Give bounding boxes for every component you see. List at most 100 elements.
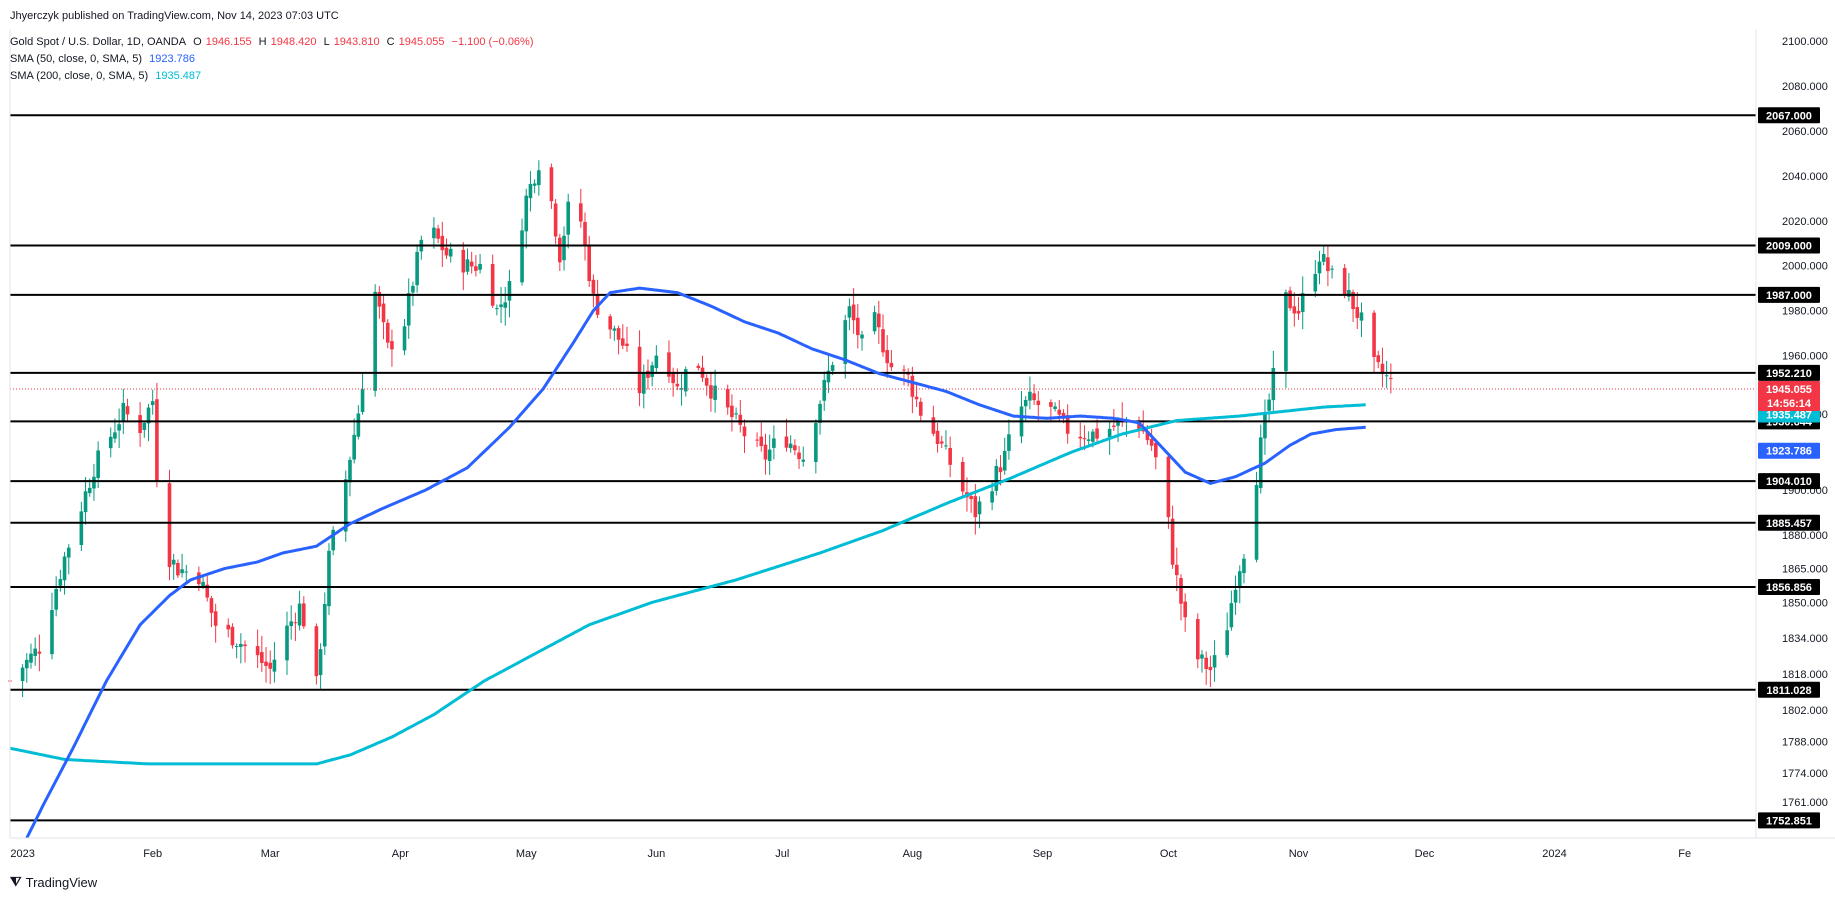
candle-body <box>381 303 386 323</box>
candle-body <box>763 444 768 460</box>
candle-body <box>679 388 684 390</box>
candle-body <box>667 352 671 377</box>
level-price-tag: 1952.210 <box>1766 368 1812 380</box>
level-price-tag-bg <box>1758 107 1820 124</box>
candle-body <box>461 249 466 273</box>
candle-body <box>1183 601 1187 618</box>
candle-body <box>822 379 827 401</box>
low-label: L <box>323 36 330 48</box>
y-tick-label: 2100.000 <box>1782 36 1828 48</box>
candle-body <box>1061 412 1066 416</box>
candle-body <box>495 308 499 310</box>
candle-body <box>872 312 877 332</box>
candle-body <box>1242 558 1246 574</box>
candle-body <box>591 279 596 294</box>
candle-body <box>1082 438 1087 440</box>
candle-body <box>1237 571 1242 587</box>
candle-body <box>654 355 659 369</box>
y-tick-label: 1834.000 <box>1782 633 1828 645</box>
candle-body <box>734 413 738 415</box>
candle-body <box>889 362 894 368</box>
level-price-tag: 2009.000 <box>1766 240 1812 252</box>
level-price-tag-bg <box>1758 681 1820 698</box>
candle-body <box>558 237 562 263</box>
candle-body <box>856 317 860 336</box>
y-tick-label: 2000.000 <box>1782 261 1828 273</box>
candle-body <box>503 302 508 308</box>
candle-body <box>243 644 247 647</box>
candle-body <box>847 306 852 318</box>
tradingview-footer[interactable]: ⧨ TradingView <box>10 874 97 890</box>
level-price-tag-bg <box>1758 237 1820 254</box>
candle-body <box>759 436 764 447</box>
candle-body <box>29 653 33 663</box>
candle-body <box>1095 428 1099 439</box>
current-price-tag-bg <box>1758 380 1820 411</box>
candle-body <box>348 459 352 483</box>
sma200-price-tag: 1935.487 <box>1766 409 1812 421</box>
candle-body <box>415 251 419 286</box>
candle-body <box>499 304 503 307</box>
candle-body <box>1028 391 1032 401</box>
low-value: L 1943.810 <box>324 36 380 48</box>
candle-body <box>1313 273 1318 292</box>
candle-body <box>1229 603 1234 628</box>
candle-body <box>742 426 747 437</box>
level-price-tag: 1904.010 <box>1766 476 1812 488</box>
candle-body <box>902 369 906 371</box>
candle-body <box>1032 393 1036 401</box>
candle-body <box>1137 421 1141 431</box>
candle-body <box>327 550 331 607</box>
candle-body <box>843 320 848 364</box>
candle-body <box>1389 377 1393 379</box>
candle-body <box>625 343 629 347</box>
candle-body <box>797 452 801 460</box>
x-tick-label: Feb <box>143 848 162 860</box>
candle-body <box>92 476 96 489</box>
x-tick-label: Jul <box>775 848 789 860</box>
y-tick-label: 1980.000 <box>1782 306 1828 318</box>
sma50-legend[interactable]: SMA (50, close, 0, SMA, 5) 1923.786 <box>10 52 199 66</box>
candle-body <box>1174 564 1179 576</box>
candle-body <box>373 291 377 391</box>
candle-body <box>117 424 121 431</box>
candle-body <box>520 230 524 283</box>
candle-body <box>696 365 701 369</box>
candle-body <box>390 341 394 350</box>
candle-body <box>914 396 919 400</box>
candle-body <box>704 377 709 386</box>
candle-body <box>1145 431 1150 441</box>
candle-body <box>1204 657 1208 669</box>
y-tick-label: 1802.000 <box>1782 705 1828 717</box>
candle-body <box>1007 434 1011 451</box>
candle-body <box>641 372 646 394</box>
candle-body <box>343 479 348 532</box>
y-tick-label: 1818.000 <box>1782 669 1828 681</box>
candle-body <box>50 609 54 655</box>
candle-body <box>939 441 944 444</box>
candle-body <box>507 281 512 301</box>
candle-body <box>96 450 100 478</box>
candle-body <box>490 264 495 306</box>
close-value: C 1945.055 <box>387 36 445 48</box>
sma200-legend[interactable]: SMA (200, close, 0, SMA, 5) 1935.487 <box>10 69 205 83</box>
candle-body <box>616 328 621 340</box>
candle-body <box>385 322 390 343</box>
candle-body <box>125 406 130 415</box>
level-price-tag: 1856.856 <box>1766 582 1812 594</box>
candle-body <box>1359 312 1364 321</box>
candle-body <box>910 375 915 397</box>
candle-body <box>1107 428 1112 438</box>
candle-body <box>788 443 793 449</box>
x-tick-label: Jun <box>647 848 665 860</box>
candle-body <box>432 227 436 239</box>
candle-body <box>772 438 776 448</box>
sma50-label: SMA (50, close, 0, SMA, 5) <box>10 53 143 65</box>
symbol-title[interactable]: Gold Spot / U.S. Dollar, 1D, OANDA <box>10 36 187 48</box>
candle-body <box>709 385 713 399</box>
candle-body <box>1170 518 1175 565</box>
candle-body <box>171 559 176 565</box>
candle-body <box>1065 415 1070 434</box>
time-axis[interactable]: 2023 Feb Mar Apr May Jun Jul Aug Sep Oct Nov Dec 202… <box>10 848 1691 860</box>
